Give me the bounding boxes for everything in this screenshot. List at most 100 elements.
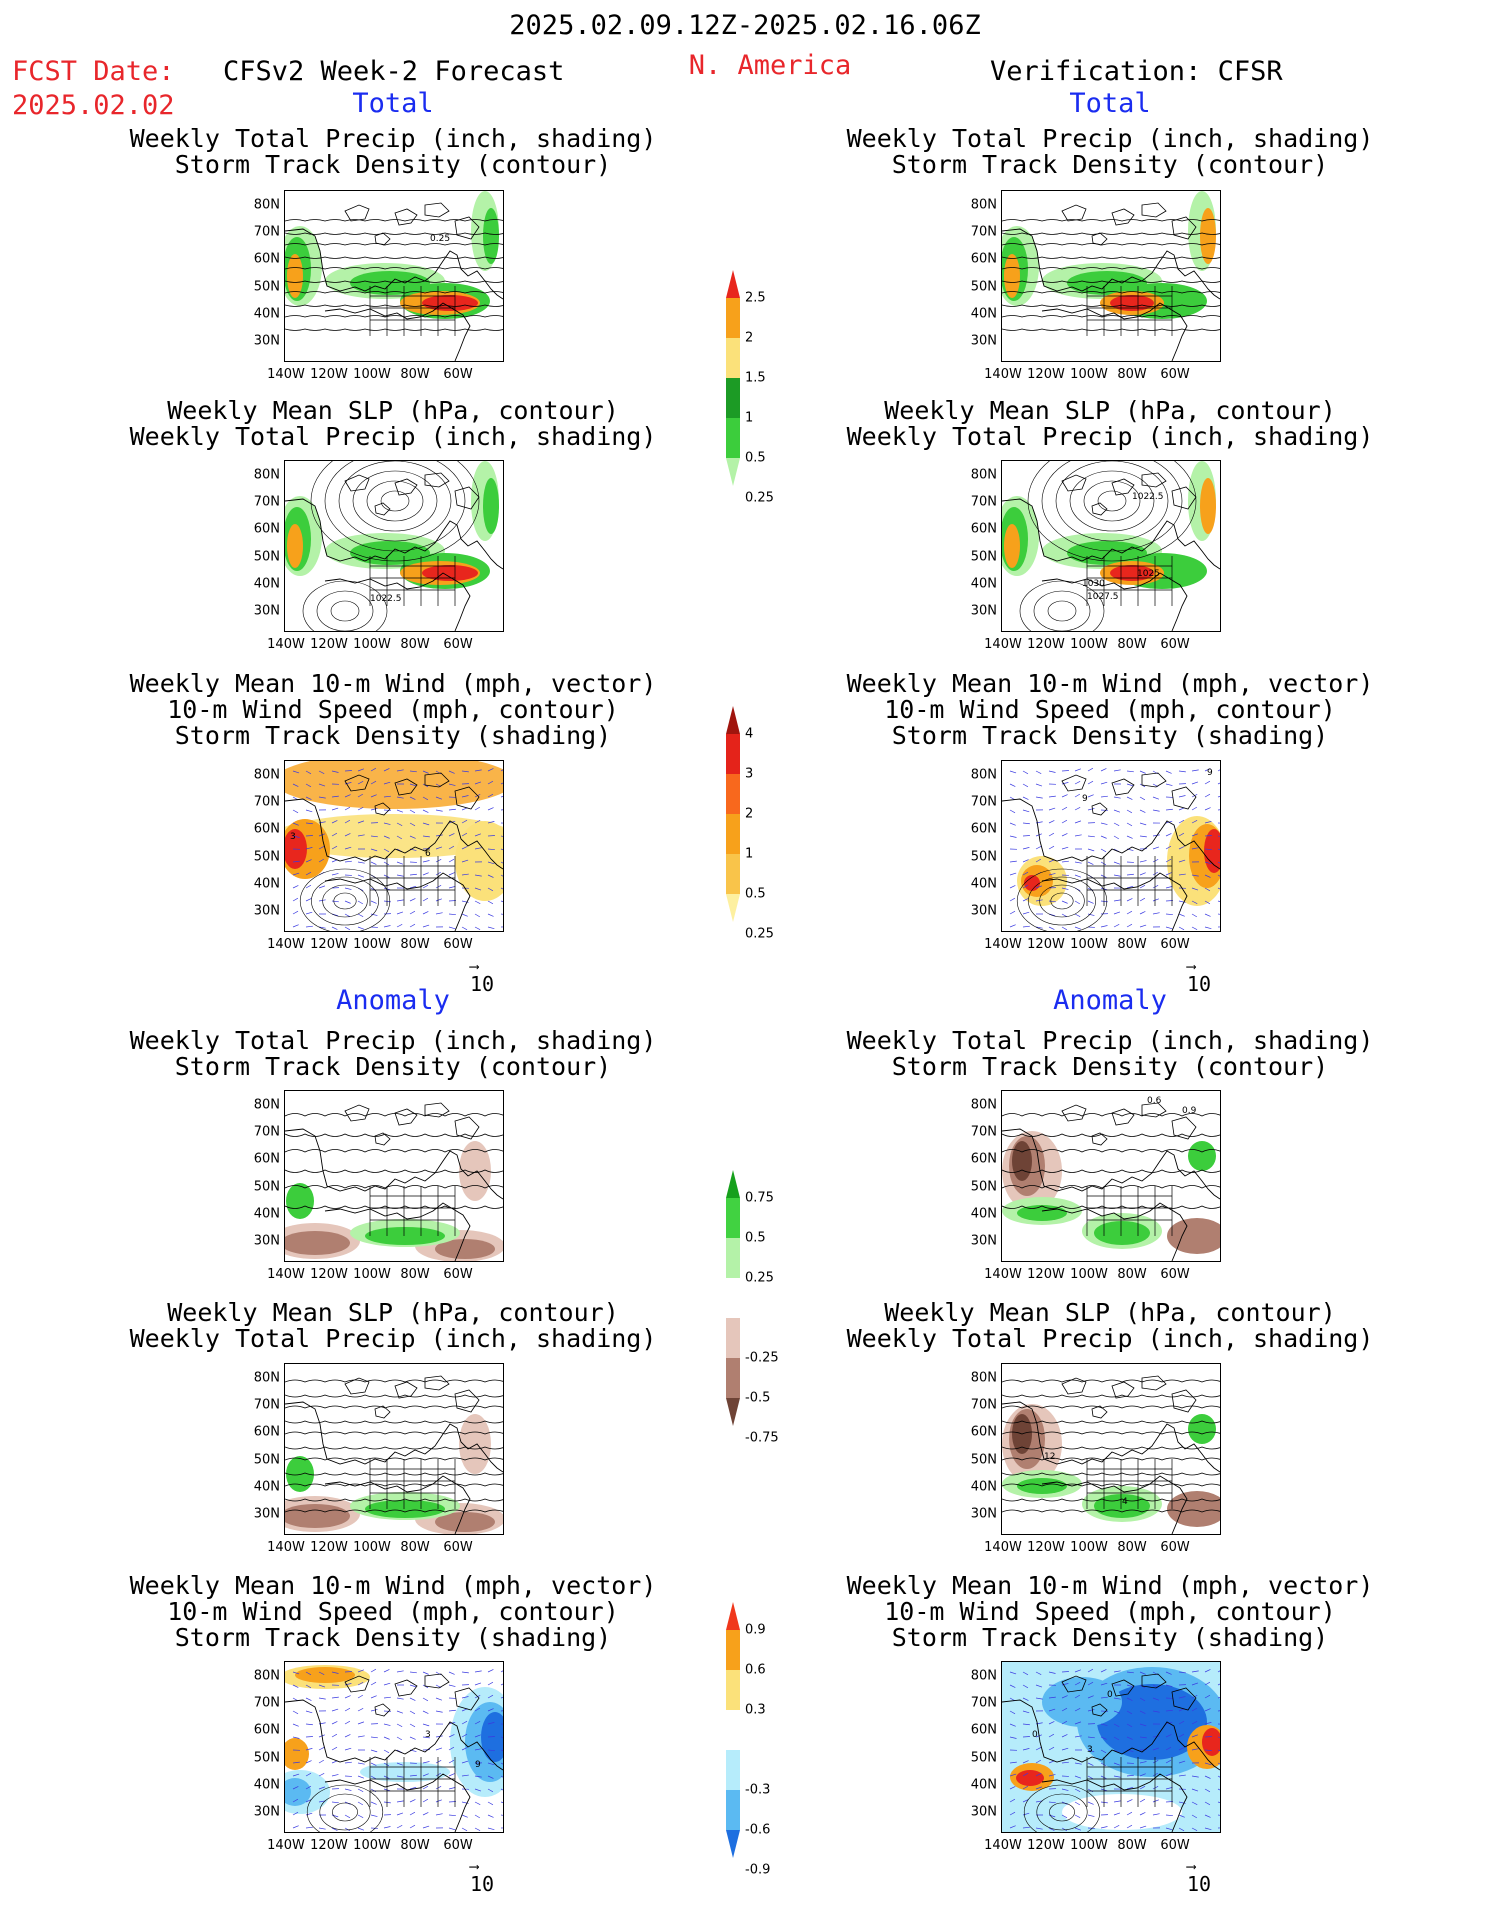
map-feature [500, 1788, 503, 1791]
colorbar-segment [726, 378, 740, 418]
map-feature [1126, 1697, 1133, 1701]
map-feature [1139, 835, 1147, 838]
map-feature [1074, 768, 1081, 772]
map-feature [1113, 899, 1121, 902]
map-feature [448, 858, 455, 863]
map-feature [285, 1205, 503, 1209]
map-feature [1048, 1708, 1056, 1712]
map-feature [318, 1671, 325, 1675]
map-feature [324, 1202, 471, 1261]
map-feature [1035, 1746, 1042, 1751]
map-canvas: 1022.5 1030 1025 1027.5 [1002, 461, 1220, 631]
map-feature [1139, 1671, 1146, 1675]
map-feature [461, 1720, 468, 1725]
map-feature [1035, 1759, 1042, 1764]
map-feature [1002, 1420, 1220, 1424]
map-feature [331, 1827, 338, 1831]
colorbar-label: 2 [745, 330, 754, 346]
map-feature [1139, 1736, 1147, 1739]
map-feature [318, 858, 325, 863]
map-feature [1022, 809, 1030, 813]
map-feature [500, 1670, 503, 1673]
map-feature [1152, 1772, 1159, 1777]
map-feature [370, 913, 378, 916]
map-feature [435, 1813, 443, 1816]
map-feature [500, 900, 503, 903]
map-feature [474, 874, 482, 877]
map-feature [383, 835, 390, 839]
map-feature [1126, 898, 1133, 902]
map-feature [474, 847, 482, 850]
map-feature [448, 1671, 455, 1675]
map-feature [1152, 1697, 1160, 1701]
map-feature [409, 923, 416, 928]
map-feature [448, 833, 455, 837]
map-feature [1191, 819, 1198, 824]
map-feature [474, 1707, 481, 1712]
map-feature [435, 871, 442, 876]
map-feature [331, 1774, 339, 1777]
map-feature [1191, 781, 1199, 785]
lat-tick: 60N [970, 521, 997, 537]
map-feature [1139, 809, 1146, 813]
map-feature [1152, 1799, 1159, 1803]
map-feature [1091, 802, 1108, 816]
map-feature [448, 1759, 455, 1764]
map-feature [1152, 884, 1159, 889]
panel-title-line: Weekly Total Precip (inch, shading) [129, 1324, 657, 1353]
map-feature [1087, 780, 1094, 785]
map-feature [487, 1827, 495, 1831]
lon-tick: 80W [1117, 637, 1147, 652]
map-feature [461, 859, 469, 863]
map-feature [1074, 1708, 1081, 1712]
map-feature [1204, 1775, 1211, 1779]
map-feature [1139, 1825, 1147, 1829]
contour-label: 1027.5 [1087, 592, 1119, 602]
map-feature [383, 795, 391, 798]
colorbar-arrow-top [726, 1170, 740, 1198]
map-feature [1061, 1761, 1069, 1764]
panel-title: Weekly Total Precip (inch, shading) Storm… [130, 126, 657, 178]
panel-title-line: 10-m Wind Speed (mph, contour) [884, 1597, 1336, 1626]
map-feature [370, 1695, 377, 1699]
map-panel: 0.6 0.9 [1001, 1090, 1221, 1262]
map-feature [1100, 1696, 1108, 1699]
map-feature [1100, 835, 1107, 839]
map-feature [318, 1759, 325, 1764]
colorbar-arrow-bottom [726, 1398, 740, 1426]
map-feature [1023, 1784, 1101, 1832]
map-feature [1061, 806, 1068, 811]
map-feature [461, 770, 469, 773]
map-feature [461, 1733, 468, 1738]
map-feature [344, 774, 370, 792]
map-feature [1087, 1681, 1094, 1686]
lon-tick: 100W [353, 1540, 391, 1555]
map-feature [1002, 328, 1220, 331]
map-feature [357, 900, 364, 905]
map-feature [409, 1697, 416, 1701]
map-feature [1009, 809, 1016, 814]
map-feature [1191, 900, 1198, 904]
map-feature [1094, 1494, 1150, 1518]
map-feature [374, 1132, 391, 1146]
map-feature [1178, 819, 1185, 824]
map-feature [1022, 1723, 1030, 1726]
map-feature [1191, 887, 1199, 891]
map-feature [1178, 832, 1185, 837]
map-feature [487, 887, 494, 892]
map-feature [1087, 1801, 1094, 1805]
map-feature [1022, 1772, 1029, 1777]
map-feature [1113, 796, 1121, 799]
lat-tick: 40N [253, 576, 280, 592]
map-feature [1113, 769, 1121, 772]
map-feature [1100, 861, 1107, 866]
map-feature [1100, 1749, 1107, 1754]
map-feature [1113, 1736, 1120, 1741]
map-feature [1022, 859, 1029, 863]
map-feature [474, 1775, 482, 1778]
lat-tick: 30N [970, 1804, 997, 1820]
map-feature [1165, 913, 1173, 916]
map-feature [422, 860, 430, 863]
map-feature [448, 926, 456, 930]
map-canvas: 39 [285, 1665, 503, 1832]
